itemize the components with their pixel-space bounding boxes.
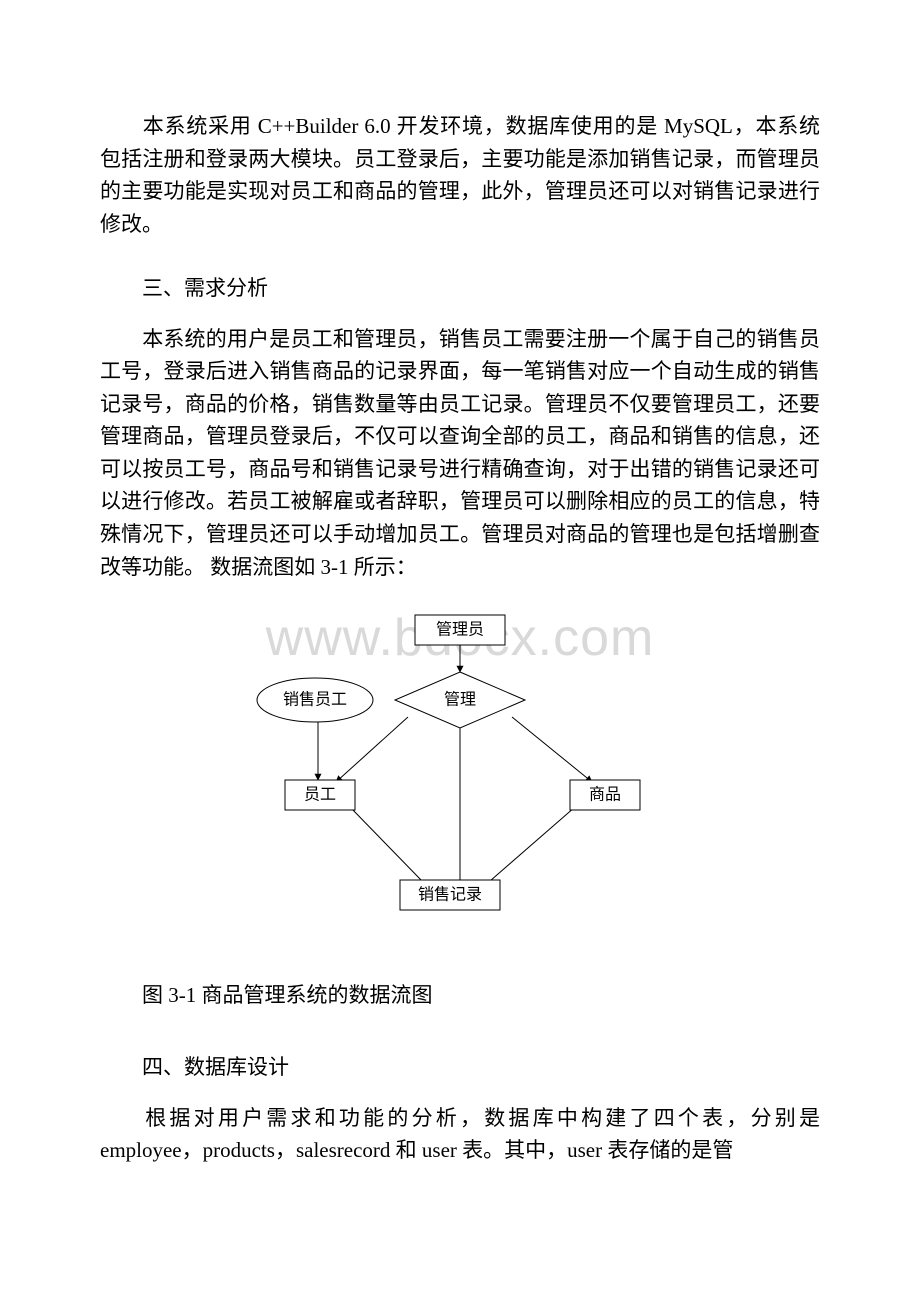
paragraph-3: 根据对用户需求和功能的分析，数据库中构建了四个表，分别是employee，pro… bbox=[100, 1102, 820, 1167]
figure-caption-text: 图 3-1 商品管理系统的数据流图 bbox=[142, 983, 433, 1007]
paragraph-3-text: 根据对用户需求和功能的分析，数据库中构建了四个表，分别是employee，pro… bbox=[100, 1106, 820, 1163]
paragraph-2: 本系统的用户是员工和管理员，销售员工需要注册一个属于自己的销售员工号，登录后进入… bbox=[100, 323, 820, 583]
svg-text:管理员: 管理员 bbox=[436, 621, 484, 639]
svg-text:商品: 商品 bbox=[589, 786, 621, 804]
section-4-title: 四、数据库设计 bbox=[100, 1051, 820, 1084]
section-3-title: 三、需求分析 bbox=[100, 272, 820, 305]
figure-caption: 图 3-1 商品管理系统的数据流图 bbox=[100, 979, 820, 1009]
section-4-title-text: 四、数据库设计 bbox=[142, 1055, 289, 1079]
svg-text:员工: 员工 bbox=[304, 786, 336, 804]
svg-text:销售员工: 销售员工 bbox=[283, 691, 347, 709]
dataflow-svg: 管理员管理 销售员工员工 商品销售记录 bbox=[240, 605, 680, 925]
document-page: 本系统采用 C++Builder 6.0 开发环境，数据库使用的是 MySQL，… bbox=[0, 0, 920, 1167]
svg-text:管理: 管理 bbox=[444, 691, 476, 709]
section-3-title-text: 三、需求分析 bbox=[142, 276, 268, 300]
paragraph-2-text: 本系统的用户是员工和管理员，销售员工需要注册一个属于自己的销售员工号，登录后进入… bbox=[100, 327, 820, 579]
paragraph-1-text: 本系统采用 C++Builder 6.0 开发环境，数据库使用的是 MySQL，… bbox=[100, 114, 820, 236]
paragraph-1: 本系统采用 C++Builder 6.0 开发环境，数据库使用的是 MySQL，… bbox=[100, 110, 820, 240]
svg-text:销售记录: 销售记录 bbox=[418, 886, 482, 904]
dataflow-diagram: 管理员管理 销售员工员工 商品销售记录 bbox=[100, 605, 820, 925]
